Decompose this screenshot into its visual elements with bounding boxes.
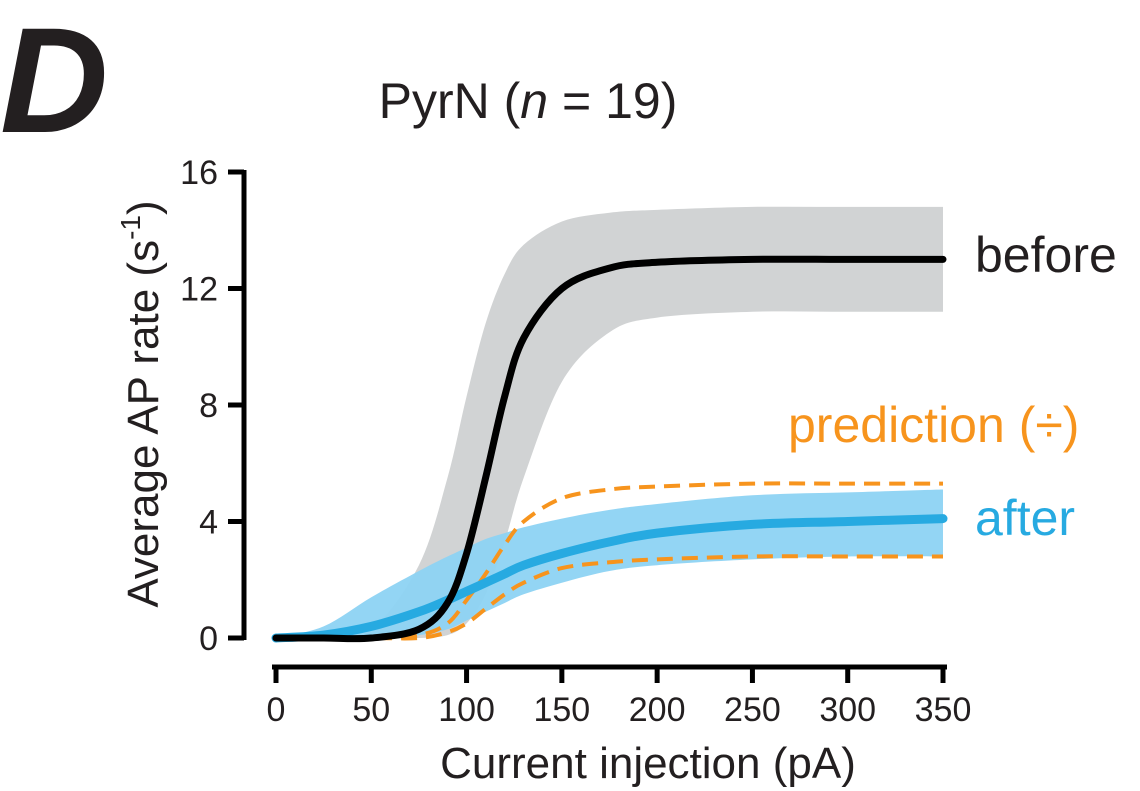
before-line (272, 255, 947, 643)
x-tick-label: 300 (819, 691, 876, 729)
y-axis-label: Average AP rate (s-1) (115, 200, 168, 607)
x-tick-label: 50 (352, 691, 390, 729)
x-ticks: 0 50 100 150 200 250 300 350 (267, 667, 972, 729)
y-tick-label: 0 (199, 620, 218, 658)
y-tick-label: 12 (180, 271, 218, 309)
x-tick-label: 150 (533, 691, 590, 729)
label-prediction-text: prediction (÷) (788, 397, 1079, 453)
chart-title: PyrN (n = 19) (379, 73, 678, 129)
y-tick-label: 16 (180, 154, 218, 192)
label-after: after (975, 490, 1075, 546)
x-tick-label: 200 (629, 691, 686, 729)
x-axis-label: Current injection (pA) (440, 739, 856, 788)
band-before (276, 206, 943, 639)
x-tick-label: 100 (438, 691, 495, 729)
x-tick-label: 350 (915, 691, 972, 729)
prediction-upper-line (275, 481, 943, 641)
label-prediction: prediction (÷) (788, 397, 1079, 453)
x-tick-label: 0 (267, 691, 286, 729)
panel-letter: D (0, 0, 108, 164)
y-tick-label: 4 (199, 504, 218, 542)
y-tick-label: 8 (199, 387, 218, 425)
after-line (271, 514, 948, 643)
label-before: before (975, 227, 1117, 283)
series-lines (271, 255, 948, 643)
x-tick-label: 250 (724, 691, 781, 729)
y-ticks: 0 4 8 12 16 (180, 154, 244, 658)
